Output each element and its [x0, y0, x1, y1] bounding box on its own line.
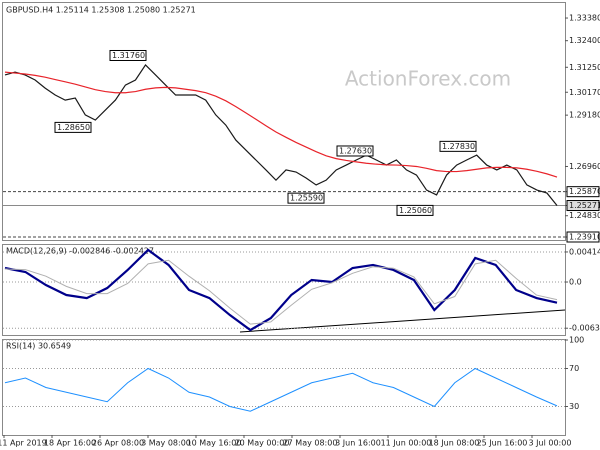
x-tick-label: 11 Apr 2019 — [0, 439, 47, 448]
macd-header: MACD(12,26,9) -0.002846 -0.002427 — [6, 247, 154, 256]
y-tick-label: 1.29180 — [569, 111, 600, 120]
y-tick-label: -0.006365 — [569, 324, 600, 333]
price-label: 1.25590 — [290, 194, 323, 203]
price-label: 1.25060 — [399, 206, 432, 215]
price-label: 1.28650 — [57, 123, 90, 132]
y-tick-label: 1.25870 — [569, 187, 600, 196]
price-label-box — [336, 145, 374, 157]
price-label-box — [287, 192, 325, 204]
x-tick-label: 18 Jun 08:00 — [429, 439, 480, 448]
level-box — [566, 200, 600, 212]
price-label-box — [396, 204, 434, 216]
level-box — [566, 186, 600, 198]
macd-panel — [2, 244, 566, 336]
y-tick-label: 1.23910 — [569, 232, 600, 241]
price-panel — [2, 2, 566, 241]
x-tick-label: 27 May 08:00 — [283, 439, 338, 448]
price-label: 1.27630 — [339, 146, 372, 155]
price-label: 1.27830 — [442, 142, 475, 151]
y-tick-label: 0.0 — [569, 278, 582, 287]
y-tick-label: 0.004141 — [569, 247, 600, 256]
x-tick-label: 26 Apr 08:00 — [92, 439, 144, 448]
x-tick-label: 18 Apr 16:00 — [44, 439, 96, 448]
price-label-box — [439, 140, 477, 152]
x-tick-label: 3 Jul 00:00 — [529, 439, 572, 448]
series-line — [4, 71, 558, 178]
y-tick-label: 1.25271 — [569, 201, 600, 210]
y-tick-label: 1.33380 — [569, 14, 600, 23]
x-tick-label: 10 May 16:00 — [187, 439, 242, 448]
series-line — [4, 367, 558, 412]
x-tick-label: 20 May 00:00 — [235, 439, 290, 448]
x-tick-label: 25 Jun 16:00 — [477, 439, 528, 448]
rsi-header: RSI(14) 30.6549 — [6, 342, 71, 351]
y-tick-label: 1.31250 — [569, 63, 600, 72]
x-tick-label: 3 May 08:00 — [141, 439, 191, 448]
watermark: ActionForex.com — [345, 67, 511, 91]
level-box — [566, 231, 600, 243]
rsi-panel — [2, 339, 566, 436]
y-tick-label: 100 — [569, 336, 584, 345]
series-line — [4, 64, 558, 206]
price-label-box — [54, 121, 92, 133]
y-tick-label: 1.32400 — [569, 36, 600, 45]
x-tick-label: 3 Jun 16:00 — [335, 439, 381, 448]
price-label: 1.31760 — [112, 51, 145, 60]
y-tick-label: 1.26960 — [569, 162, 600, 171]
price-header: GBPUSD.H4 1.25114 1.25308 1.25080 1.2527… — [6, 6, 196, 15]
y-tick-label: 1.30170 — [569, 88, 600, 97]
x-tick-label: 11 Jun 00:00 — [381, 439, 432, 448]
y-tick-label: 30 — [569, 402, 579, 411]
y-tick-label: 70 — [569, 364, 579, 373]
price-label-box — [109, 49, 147, 61]
series-line — [4, 248, 558, 332]
series-line — [4, 259, 558, 325]
y-tick-label: 1.24830 — [569, 211, 600, 220]
